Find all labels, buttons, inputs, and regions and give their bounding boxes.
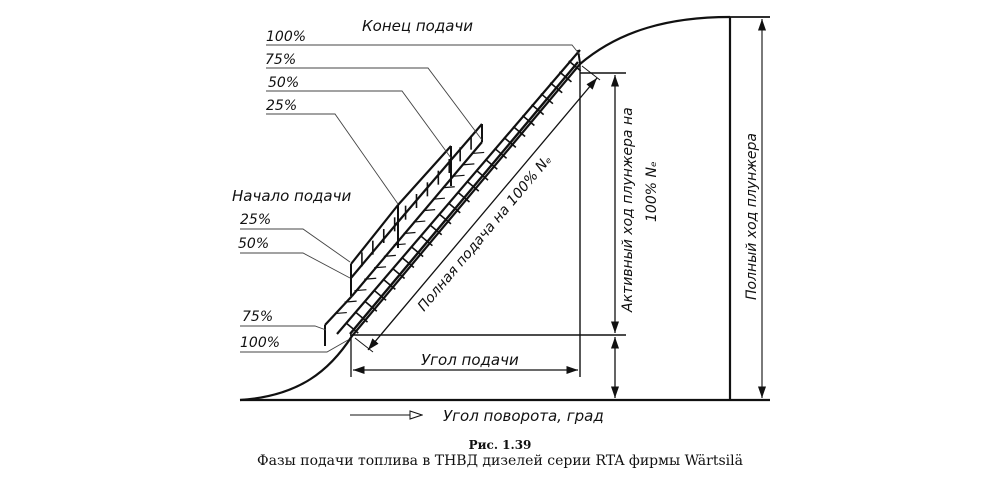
full-stroke-label: Полный ход плунжера [744,133,760,300]
figure-caption: Фазы подачи топлива в ТНВД дизелей серии… [257,453,743,469]
end-pct-50: 50% [268,75,299,91]
end-pct-100: 100% [266,29,306,45]
figure-number: Рис. 1.39 [468,438,532,452]
active-stroke-label-line2: 100% Nₑ [644,161,660,222]
start-pct-75: 75% [242,309,273,325]
rotation-angle-label: Угол поворота, град [443,407,604,425]
end-of-delivery-leaders [266,44,581,205]
hatching-100pct-band [345,60,582,334]
hatching-upper-band [361,135,472,267]
end-pct-25: 25% [266,98,297,114]
end-pct-75: 75% [265,52,296,68]
start-of-delivery-leaders [240,228,351,353]
active-stroke-label-line1: Активный ход плунжера на [620,107,636,313]
start-of-delivery-label: Начало подачи [232,187,351,205]
hatching-middle-band [334,151,485,315]
start-pct-25: 25% [240,212,271,228]
start-pct-100: 100% [240,335,280,351]
end-of-delivery-label: Конец подачи [362,17,473,35]
full-delivery-extension-low [354,337,374,353]
full-delivery-extension-high [581,65,601,81]
start-pct-50: 50% [238,236,269,252]
delivery-angle-label: Угол подачи [421,351,519,369]
full-delivery-dimension-arrow [367,77,598,351]
